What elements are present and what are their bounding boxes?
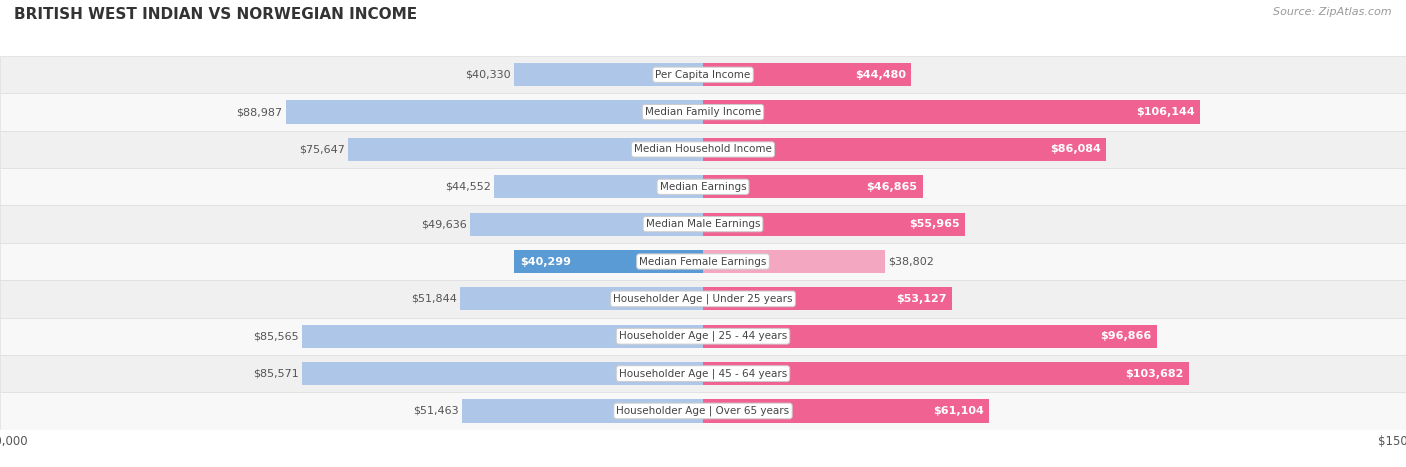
Text: Source: ZipAtlas.com: Source: ZipAtlas.com bbox=[1274, 7, 1392, 17]
Bar bbox=[0, 355, 1406, 392]
Bar bbox=[0, 392, 1406, 430]
Text: Householder Age | 45 - 64 years: Householder Age | 45 - 64 years bbox=[619, 368, 787, 379]
Text: Median Family Income: Median Family Income bbox=[645, 107, 761, 117]
Text: Householder Age | Over 65 years: Householder Age | Over 65 years bbox=[616, 406, 790, 416]
Text: $85,571: $85,571 bbox=[253, 368, 298, 379]
Text: Median Earnings: Median Earnings bbox=[659, 182, 747, 192]
Text: $51,844: $51,844 bbox=[411, 294, 457, 304]
Bar bbox=[302, 325, 703, 348]
Bar bbox=[0, 318, 1406, 355]
Bar bbox=[349, 138, 703, 161]
Bar bbox=[703, 287, 952, 311]
Text: $38,802: $38,802 bbox=[889, 256, 934, 267]
Text: $40,299: $40,299 bbox=[520, 256, 571, 267]
Text: $44,552: $44,552 bbox=[444, 182, 491, 192]
Bar bbox=[703, 63, 911, 86]
Text: $49,636: $49,636 bbox=[422, 219, 467, 229]
Text: $86,084: $86,084 bbox=[1050, 144, 1101, 155]
Text: Per Capita Income: Per Capita Income bbox=[655, 70, 751, 80]
Bar bbox=[703, 325, 1157, 348]
Text: $75,647: $75,647 bbox=[299, 144, 344, 155]
Text: Median Female Earnings: Median Female Earnings bbox=[640, 256, 766, 267]
Bar bbox=[703, 138, 1107, 161]
Bar bbox=[703, 100, 1201, 124]
Bar bbox=[0, 56, 1406, 93]
Text: $46,865: $46,865 bbox=[866, 182, 917, 192]
Text: $44,480: $44,480 bbox=[855, 70, 905, 80]
Bar bbox=[703, 175, 922, 198]
Bar bbox=[0, 168, 1406, 205]
Bar bbox=[494, 175, 703, 198]
Bar bbox=[285, 100, 703, 124]
Text: $61,104: $61,104 bbox=[932, 406, 984, 416]
Bar bbox=[703, 362, 1189, 385]
Bar bbox=[515, 63, 703, 86]
Bar bbox=[471, 212, 703, 236]
Bar bbox=[703, 399, 990, 423]
Text: Median Male Earnings: Median Male Earnings bbox=[645, 219, 761, 229]
Text: $88,987: $88,987 bbox=[236, 107, 283, 117]
Bar bbox=[0, 131, 1406, 168]
Text: Householder Age | Under 25 years: Householder Age | Under 25 years bbox=[613, 294, 793, 304]
Bar bbox=[703, 250, 884, 273]
Bar bbox=[0, 280, 1406, 318]
Text: Householder Age | 25 - 44 years: Householder Age | 25 - 44 years bbox=[619, 331, 787, 341]
Bar bbox=[460, 287, 703, 311]
Text: $55,965: $55,965 bbox=[910, 219, 960, 229]
Bar bbox=[302, 362, 703, 385]
Bar bbox=[0, 243, 1406, 280]
Text: $103,682: $103,682 bbox=[1125, 368, 1184, 379]
Text: $53,127: $53,127 bbox=[896, 294, 946, 304]
Bar bbox=[461, 399, 703, 423]
Text: BRITISH WEST INDIAN VS NORWEGIAN INCOME: BRITISH WEST INDIAN VS NORWEGIAN INCOME bbox=[14, 7, 418, 22]
Text: $106,144: $106,144 bbox=[1136, 107, 1195, 117]
Text: $40,330: $40,330 bbox=[465, 70, 510, 80]
Bar bbox=[515, 250, 703, 273]
Bar bbox=[0, 93, 1406, 131]
Bar bbox=[703, 212, 966, 236]
Text: $85,565: $85,565 bbox=[253, 331, 298, 341]
Text: Median Household Income: Median Household Income bbox=[634, 144, 772, 155]
Text: $51,463: $51,463 bbox=[413, 406, 458, 416]
Bar bbox=[0, 205, 1406, 243]
Text: $96,866: $96,866 bbox=[1099, 331, 1152, 341]
